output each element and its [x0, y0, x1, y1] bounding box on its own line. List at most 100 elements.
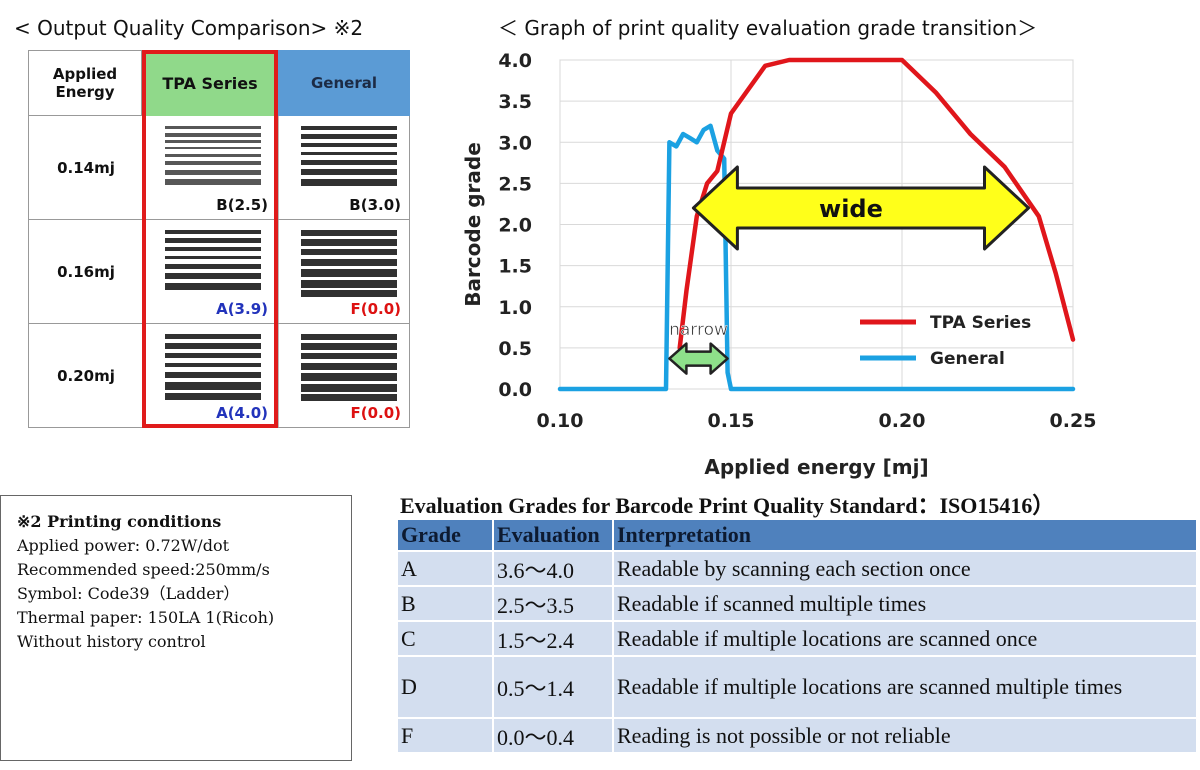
barcode-sample-image	[165, 124, 261, 194]
tpa-grade-label: A(3.9)	[216, 300, 268, 318]
barcode-bar	[301, 143, 397, 147]
barcode-bar	[165, 372, 261, 378]
barcode-bar	[165, 126, 261, 129]
barcode-bar	[301, 239, 397, 246]
y-tick-label: 1.0	[498, 297, 532, 319]
evaluation-cell: 0.5～1.4	[494, 657, 614, 717]
grades-title: Evaluation Grades for Barcode Print Qual…	[400, 493, 1055, 518]
condition-line: Applied power: 0.72W/dot	[17, 536, 229, 555]
grades-header-cell: Grade	[398, 520, 494, 550]
barcode-bar	[165, 343, 261, 349]
y-tick-label: 1.5	[498, 256, 532, 278]
grade-cell: F	[398, 719, 494, 752]
y-tick-label: 0.5	[498, 338, 532, 360]
comparison-title: < Output Quality Comparison> ※2	[14, 16, 364, 40]
header-tpa-series: TPA Series	[142, 50, 278, 116]
condition-line: Without history control	[17, 632, 206, 651]
condition-line: Thermal paper: 150LA 1(Ricoh)	[17, 608, 275, 627]
table-row: B 2.5～3.5 Readable if scanned multiple t…	[398, 587, 1196, 622]
comparison-row: 0.14mj B(2.5) B(3.0)	[28, 116, 410, 220]
narrow-label: narrow	[669, 320, 728, 340]
grades-header-row: Grade Evaluation Interpretation	[398, 520, 1196, 552]
legend-label: General	[930, 349, 1005, 369]
barcode-bar	[165, 161, 261, 165]
barcode-bar	[301, 160, 397, 165]
barcode-sample-image	[301, 124, 397, 194]
interpretation-cell: Readable if scanned multiple times	[617, 590, 927, 616]
narrow-range-arrow	[668, 342, 729, 375]
barcode-bar	[165, 170, 261, 175]
barcode-bar	[301, 373, 397, 381]
x-tick-label: 0.25	[1050, 410, 1097, 432]
comparison-row: 0.20mj A(4.0) F(0.0)	[28, 324, 410, 428]
condition-line: Symbol: Code39（Ladder）	[17, 584, 240, 603]
tpa-grade-label: B(2.5)	[216, 196, 268, 214]
wide-range-arrow	[691, 165, 1030, 251]
legend-label: TPA Series	[930, 313, 1031, 333]
interpretation-cell: Readable if multiple locations are scann…	[617, 674, 1123, 699]
barcode-bar	[301, 334, 397, 340]
barcode-bar	[165, 147, 261, 149]
general-sample-cell: F(0.0)	[279, 220, 411, 323]
barcode-bar	[301, 384, 397, 392]
table-row: C 1.5～2.4 Readable if multiple locations…	[398, 622, 1196, 657]
barcode-sample-image	[301, 332, 397, 402]
barcode-bar	[301, 259, 397, 266]
grades-table: Grade Evaluation Interpretation A 3.6～4.…	[398, 520, 1196, 754]
barcode-bar	[165, 283, 261, 290]
interpretation-cell: Reading is not possible or not reliable	[617, 722, 951, 748]
table-row: D 0.5～1.4 Readable if multiple locations…	[398, 657, 1196, 719]
row-energy-label: 0.14mj	[29, 116, 144, 219]
barcode-bar	[301, 249, 397, 255]
tpa-sample-cell: A(4.0)	[143, 324, 279, 427]
grades-header-cell: Interpretation	[617, 522, 752, 547]
barcode-bar	[301, 343, 397, 350]
y-tick-label: 0.0	[498, 379, 532, 401]
barcode-bar	[301, 394, 397, 401]
comparison-row: 0.16mj A(3.9) F(0.0)	[28, 220, 410, 324]
barcode-sample-image	[165, 332, 261, 402]
barcode-bar	[165, 353, 261, 358]
x-axis-title: Applied energy [mj]	[704, 455, 928, 479]
row-energy-label: 0.20mj	[29, 324, 144, 427]
grade-transition-chart: 0.0 0.5 1.0 1.5 2.0 2.5 3.0 3.5 4.0 0.10 0.15 0.20 0…	[461, 50, 1097, 479]
x-tick-label: 0.15	[708, 410, 755, 432]
barcode-bar	[301, 363, 397, 370]
barcode-sample-image	[301, 228, 397, 298]
barcode-bar	[165, 382, 261, 390]
evaluation-cell: 0.0～0.4	[494, 719, 614, 752]
barcode-bar	[165, 256, 261, 259]
barcode-bar	[165, 393, 261, 400]
interpretation-cell: Readable if multiple locations are scann…	[617, 625, 1038, 651]
grade-cell: C	[398, 622, 494, 655]
evaluation-cell: 2.5～3.5	[494, 587, 614, 620]
evaluation-cell: 3.6～4.0	[494, 552, 614, 585]
general-grade-label: F(0.0)	[350, 404, 401, 422]
printing-conditions-box: ※2 Printing conditions Applied power: 0.…	[0, 495, 352, 761]
y-tick-label: 4.0	[498, 50, 532, 72]
grades-header-cell: Evaluation	[494, 520, 614, 550]
barcode-bar	[301, 134, 397, 139]
barcode-bar	[301, 353, 397, 359]
series-line-general	[557, 123, 1076, 392]
barcode-bar	[165, 140, 261, 143]
barcode-bar	[165, 238, 261, 243]
y-axis-title: Barcode grade	[461, 142, 485, 307]
table-row: A 3.6～4.0 Readable by scanning each sect…	[398, 552, 1196, 587]
comparison-table: Applied Energy TPA Series General 0.14mj…	[28, 50, 410, 428]
barcode-bar	[165, 247, 261, 251]
row-energy-label: 0.16mj	[29, 220, 144, 323]
barcode-sample-image	[165, 228, 261, 298]
header-general: General	[278, 50, 410, 116]
general-sample-cell: F(0.0)	[279, 324, 411, 427]
barcode-bar	[301, 126, 397, 130]
grade-cell: A	[398, 552, 494, 585]
barcode-bar	[165, 334, 261, 339]
evaluation-cell: 1.5～2.4	[494, 622, 614, 655]
general-sample-cell: B(3.0)	[279, 116, 411, 219]
barcode-bar	[301, 280, 397, 288]
interpretation-cell: Readable by scanning each section once	[617, 555, 971, 581]
general-grade-label: F(0.0)	[350, 300, 401, 318]
tpa-grade-label: A(4.0)	[216, 404, 268, 422]
tpa-sample-cell: A(3.9)	[143, 220, 279, 323]
